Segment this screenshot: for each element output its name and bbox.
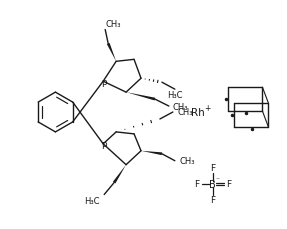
Polygon shape: [113, 165, 126, 184]
Text: F: F: [226, 179, 231, 188]
Text: F: F: [210, 164, 215, 172]
Text: CH₃: CH₃: [179, 157, 195, 166]
Polygon shape: [107, 44, 116, 62]
Text: CH₃: CH₃: [177, 107, 193, 116]
Text: H₃C: H₃C: [167, 90, 183, 99]
Text: H₃C: H₃C: [84, 196, 100, 205]
Text: +: +: [205, 103, 211, 112]
Text: CH₃: CH₃: [172, 102, 188, 111]
Polygon shape: [141, 151, 162, 155]
Text: P: P: [102, 79, 107, 88]
Text: Rh: Rh: [191, 108, 205, 117]
Text: ⁻: ⁻: [216, 174, 220, 183]
Text: F: F: [210, 195, 215, 204]
Text: F: F: [194, 179, 199, 188]
Text: P: P: [102, 142, 107, 151]
Text: B: B: [209, 179, 216, 189]
Polygon shape: [126, 93, 155, 101]
Text: CH₃: CH₃: [105, 20, 121, 29]
